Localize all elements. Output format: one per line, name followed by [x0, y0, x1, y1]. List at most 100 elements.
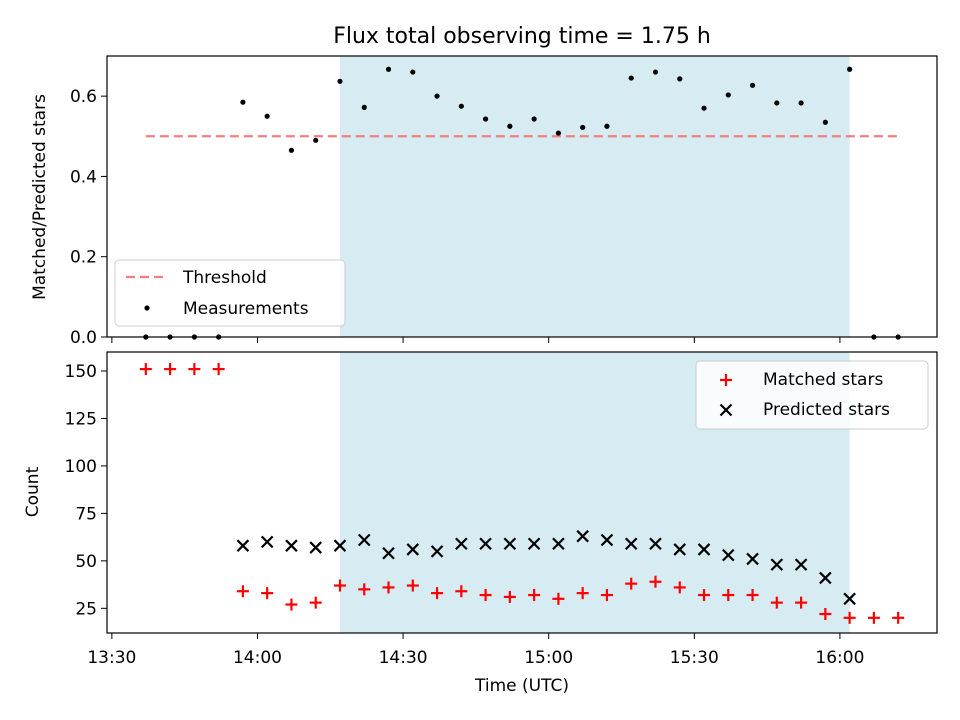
cross-b-stroke — [333, 539, 347, 552]
cross-b-stroke — [357, 533, 371, 547]
x-tick-label-5: 16:00 — [815, 648, 864, 668]
matched-star-point — [552, 592, 565, 605]
legend-predicted-swatch — [719, 403, 733, 417]
top-legend-box — [114, 259, 346, 327]
bottom-y-tick-label-3: 100 — [65, 457, 97, 477]
measurement-point — [313, 137, 319, 143]
measurement-point — [385, 66, 392, 72]
measurement-point — [749, 82, 756, 88]
x-tick-label-1: 14:00 — [233, 648, 282, 668]
predicted-star-point — [260, 535, 274, 549]
predicted-star-point — [430, 545, 444, 558]
x-tick-label-2: 14:30 — [379, 648, 428, 668]
matched-star-point — [600, 589, 613, 602]
predicted-star-point — [576, 529, 589, 543]
top-y-tick-label-3: 0.6 — [70, 87, 97, 107]
matched-star-point — [431, 587, 444, 600]
legend-predicted-label: Predicted stars — [763, 400, 890, 420]
matched-star-point — [843, 611, 856, 624]
cross-b-stroke — [382, 546, 395, 560]
bottom-y-tick-label-1: 50 — [75, 552, 97, 572]
bottom-x-ticks: 13:30 14:00 14:30 15:00 15:30 16:00 — [87, 633, 864, 668]
cross-b-stroke — [455, 537, 468, 551]
measurement-point — [604, 123, 610, 129]
x-tick-label-3: 15:00 — [524, 648, 573, 668]
matched-star-point — [649, 575, 662, 588]
legend-measurements-label: Measurements — [183, 299, 309, 319]
cross-b-stroke — [697, 543, 711, 556]
predicted-star-point — [309, 541, 322, 554]
matched-star-point — [867, 611, 880, 624]
matched-star-point — [528, 589, 541, 602]
top-y-tick-label-1: 0.2 — [70, 248, 97, 268]
matched-star-point — [479, 589, 492, 602]
top-y-axis-label: Matched/Predicted stars — [30, 94, 50, 300]
predicted-star-point — [746, 552, 759, 566]
matched-star-point — [455, 585, 468, 598]
bottom-y-ticks: 25 50 75 100 125 150 — [65, 362, 107, 619]
cross-b-stroke — [503, 537, 517, 551]
top-y-tick-label-0: 0.0 — [70, 328, 97, 348]
bottom-legend: Matched stars Predicted stars — [695, 360, 929, 430]
measurement-point — [240, 99, 246, 105]
bottom-y-tick-label-0: 25 — [75, 599, 97, 619]
matched-star-point — [261, 587, 274, 600]
measurement-point — [798, 100, 804, 106]
predicted-star-point — [843, 592, 856, 606]
measurement-point — [337, 78, 343, 84]
cross-b-stroke — [236, 539, 250, 552]
bottom-y-axis-label: Count — [23, 466, 43, 517]
cross-b-stroke — [819, 571, 832, 585]
predicted-star-point — [406, 543, 420, 556]
matched-star-point — [406, 579, 419, 592]
predicted-star-point — [722, 548, 735, 562]
top-legend: Threshold Measurements — [114, 259, 346, 327]
cross-b-stroke — [430, 545, 444, 558]
measurement-point — [652, 69, 659, 75]
top-observing-span — [339, 56, 850, 337]
predicted-star-point — [600, 533, 614, 547]
predicted-star-point — [770, 558, 784, 571]
measurement-point — [774, 100, 780, 106]
measurement-point — [847, 66, 853, 72]
measurement-point — [361, 104, 367, 110]
matched-star-point — [892, 611, 905, 624]
legend-predicted-marker — [719, 403, 733, 417]
cross-b-stroke — [719, 403, 733, 417]
predicted-star-point — [479, 537, 492, 551]
x-tick-label-4: 15:30 — [670, 648, 719, 668]
matched-star-point — [746, 589, 759, 602]
measurement-point — [677, 76, 683, 82]
cross-b-stroke — [843, 592, 856, 606]
predicted-star-point — [455, 537, 468, 551]
top-y-tick-label-2: 0.4 — [70, 167, 97, 187]
bottom-plot-frame — [106, 351, 938, 634]
cross-b-stroke — [746, 552, 759, 566]
measurement-point — [555, 130, 562, 136]
measurement-point — [482, 116, 489, 122]
legend-matched-marker — [720, 374, 732, 386]
measurement-point — [434, 93, 440, 99]
measurement-point — [458, 103, 464, 109]
matched-star-point — [698, 589, 711, 602]
matched-star-point — [625, 577, 638, 590]
cross-b-stroke — [649, 537, 662, 551]
cross-b-stroke — [479, 537, 492, 551]
predicted-stars-points — [236, 529, 856, 606]
matched-star-point — [333, 579, 346, 592]
measurement-point — [580, 124, 586, 131]
cross-b-stroke — [722, 548, 735, 562]
cross-b-stroke — [576, 529, 589, 543]
cross-b-stroke — [309, 541, 322, 554]
cross-b-stroke — [770, 558, 784, 571]
cross-b-stroke — [624, 537, 638, 551]
measurement-point — [288, 147, 295, 153]
matched-star-point — [188, 363, 201, 376]
predicted-star-point — [624, 537, 638, 551]
predicted-star-point — [236, 539, 250, 552]
top-x-ticks — [111, 337, 841, 343]
matched-star-point — [309, 596, 322, 609]
matched-star-point — [164, 363, 177, 376]
predicted-star-point — [527, 537, 541, 551]
